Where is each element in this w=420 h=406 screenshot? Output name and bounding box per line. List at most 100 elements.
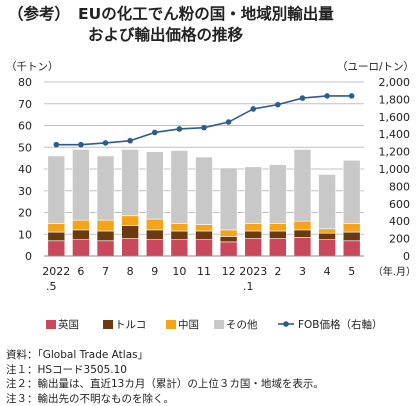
bar-other-2 xyxy=(97,156,114,220)
legend-swatch-turkey xyxy=(103,320,113,329)
fob-point-0 xyxy=(54,142,60,148)
y-left-tick-label-8: 80 xyxy=(18,76,32,89)
bar-china-5 xyxy=(171,223,188,231)
fob-point-9 xyxy=(275,102,281,108)
bar-uk-6 xyxy=(196,240,213,256)
bar-china-3 xyxy=(122,216,139,226)
x-tick-label-7: 12 xyxy=(222,265,236,278)
y-left-tick-label-2: 20 xyxy=(18,207,32,220)
fob-point-5 xyxy=(177,126,183,132)
legend-label-turkey: トルコ xyxy=(115,319,146,331)
x-tick-label-6: 11 xyxy=(197,265,211,278)
bar-uk-0 xyxy=(48,241,65,256)
bar-other-4 xyxy=(146,152,163,219)
bar-uk-1 xyxy=(72,240,89,256)
bar-other-11 xyxy=(319,174,336,228)
x-tick-label-9: 2 xyxy=(274,265,281,278)
y-right-tick-label-6: 1,200 xyxy=(379,146,411,159)
x-tick-label-0: 2022 xyxy=(42,265,70,278)
bar-turkey-6 xyxy=(196,231,213,240)
bar-china-6 xyxy=(196,224,213,231)
fob-point-6 xyxy=(201,125,207,131)
y-left-tick-label-1: 10 xyxy=(18,228,32,241)
bar-china-11 xyxy=(319,229,336,233)
bar-turkey-5 xyxy=(171,231,188,240)
bar-uk-4 xyxy=(146,240,163,256)
legend-label-china: 中国 xyxy=(178,318,199,331)
bar-other-1 xyxy=(72,149,89,220)
bar-uk-8 xyxy=(245,239,262,256)
bar-china-8 xyxy=(245,223,262,231)
bar-uk-10 xyxy=(294,238,311,256)
bar-china-10 xyxy=(294,221,311,230)
bar-uk-5 xyxy=(171,240,188,256)
bar-uk-12 xyxy=(343,241,360,256)
bar-other-5 xyxy=(171,151,188,224)
legend-swatch-uk xyxy=(46,320,56,329)
y-left-axis-label: （千トン） xyxy=(6,61,59,73)
x-tick-label-5: 10 xyxy=(172,265,186,278)
note-1: 注１：HSコード3505.10 xyxy=(6,363,324,378)
x-tick-label-10: 3 xyxy=(299,265,306,278)
legend-swatch-other xyxy=(214,320,224,329)
y-left-tick-label-6: 60 xyxy=(18,120,32,133)
bar-turkey-2 xyxy=(97,231,114,241)
fob-point-12 xyxy=(349,93,355,99)
fob-point-1 xyxy=(78,142,84,148)
y-left-tick-label-3: 30 xyxy=(18,185,32,198)
bar-turkey-8 xyxy=(245,231,262,239)
bar-turkey-3 xyxy=(122,226,139,239)
y-left-tick-label-5: 50 xyxy=(18,141,32,154)
y-right-tick-label-3: 600 xyxy=(389,198,410,211)
fob-point-10 xyxy=(300,95,306,101)
fob-point-8 xyxy=(250,106,256,112)
x-tick-label-12: 5 xyxy=(348,265,355,278)
legend-swatch-china xyxy=(166,320,176,329)
x-tick-label-2: 7 xyxy=(102,265,109,278)
bar-other-0 xyxy=(48,156,65,223)
chart-svg: （千トン）（ユーロ/トン）010203040506070800200400600… xyxy=(0,0,420,345)
bar-china-2 xyxy=(97,220,114,231)
fob-point-7 xyxy=(226,119,232,125)
y-right-axis-label: （ユーロ/トン） xyxy=(337,61,414,73)
bar-uk-7 xyxy=(220,242,237,256)
bar-china-1 xyxy=(72,220,89,230)
bar-china-7 xyxy=(220,230,237,237)
fob-point-11 xyxy=(324,93,330,99)
x-tick-label-4: 9 xyxy=(151,265,158,278)
x-tick-label-8: 2023 xyxy=(239,265,267,278)
note-3: 注３：輸出先の不明なものを除く。 xyxy=(6,392,324,406)
bar-other-6 xyxy=(196,157,213,224)
x-tick-label-11: 4 xyxy=(324,265,331,278)
bar-other-10 xyxy=(294,149,311,221)
y-right-tick-label-4: 800 xyxy=(389,180,410,193)
x-tick-label-1: 6 xyxy=(77,265,84,278)
bar-china-4 xyxy=(146,219,163,230)
bar-uk-11 xyxy=(319,240,336,256)
y-right-tick-label-5: 1,000 xyxy=(379,163,411,176)
y-right-tick-label-1: 200 xyxy=(389,233,410,246)
x-axis-unit: （年.月） xyxy=(373,265,416,278)
x-tick-label-8-sub: .1 xyxy=(243,280,254,293)
y-left-tick-label-4: 40 xyxy=(18,163,32,176)
bar-turkey-9 xyxy=(269,231,286,239)
bar-uk-2 xyxy=(97,241,114,256)
note-source: 資料：「Global Trade Atlas」 xyxy=(6,348,324,363)
bar-turkey-1 xyxy=(72,230,89,240)
bar-other-7 xyxy=(220,168,237,230)
bar-turkey-12 xyxy=(343,232,360,241)
bar-other-3 xyxy=(122,149,139,215)
fob-point-2 xyxy=(103,140,109,146)
legend-marker-fob xyxy=(283,321,289,327)
fob-price-line xyxy=(56,96,351,145)
y-left-tick-label-7: 70 xyxy=(18,98,32,111)
y-right-tick-label-7: 1,400 xyxy=(379,128,411,141)
chart-notes: 資料：「Global Trade Atlas」 注１：HSコード3505.10 … xyxy=(6,348,324,406)
bar-turkey-0 xyxy=(48,232,65,241)
note-2: 注２：輸出量は、直近13カ月（累計）の上位３カ国・地域を表示。 xyxy=(6,377,324,392)
bar-turkey-10 xyxy=(294,230,311,238)
y-right-tick-label-0: 0 xyxy=(403,250,410,263)
y-right-tick-label-10: 2,000 xyxy=(379,76,411,89)
bar-other-8 xyxy=(245,167,262,224)
x-tick-label-3: 8 xyxy=(127,265,134,278)
